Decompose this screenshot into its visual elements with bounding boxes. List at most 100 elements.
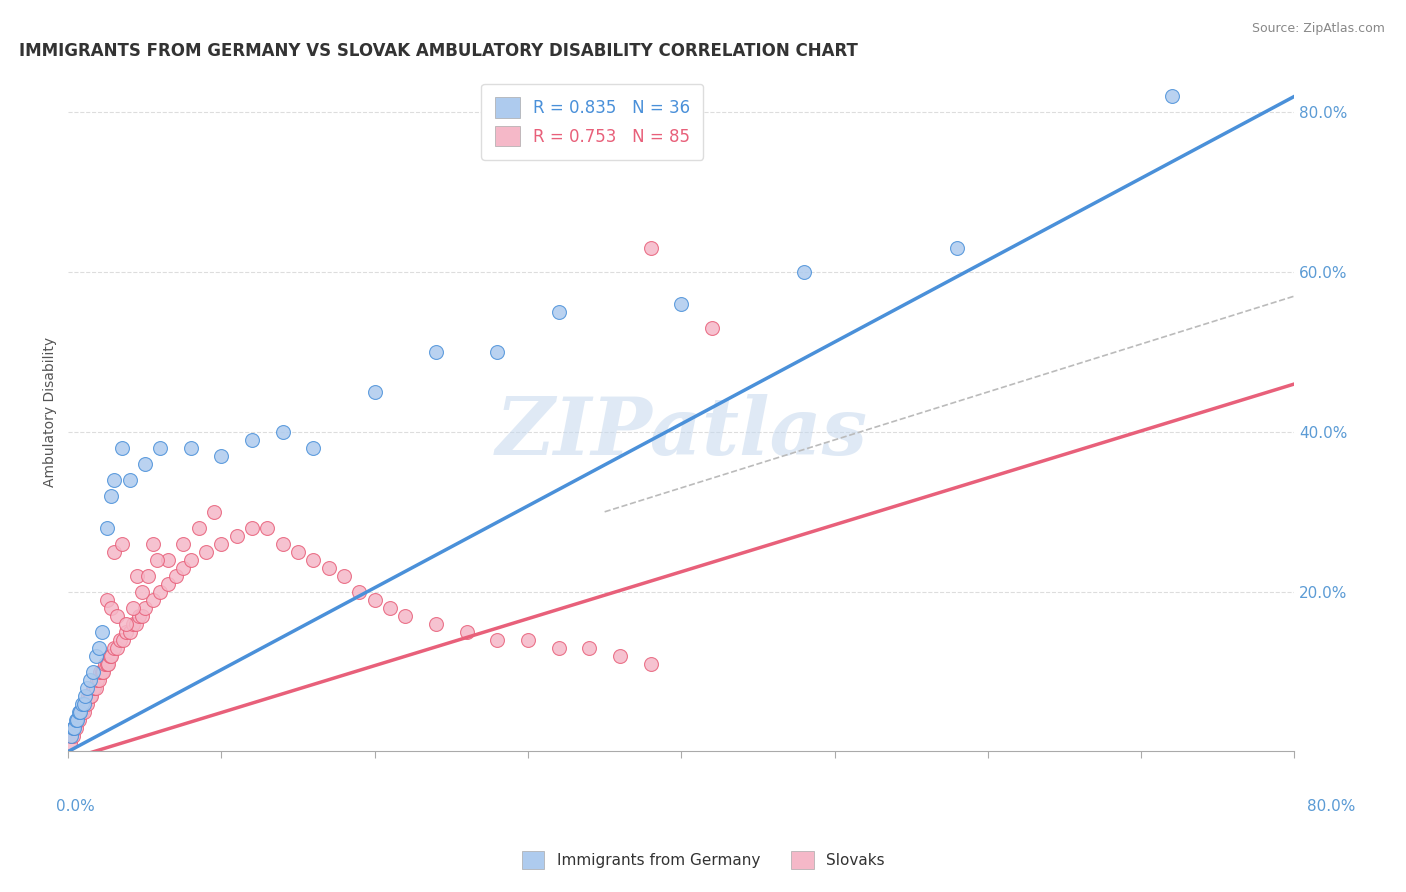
- Point: [640, 657, 662, 671]
- Point: [65, 713, 87, 727]
- Point: [302, 553, 325, 567]
- Point: [165, 568, 187, 582]
- Point: [172, 560, 194, 574]
- Point: [115, 616, 138, 631]
- Point: [195, 545, 218, 559]
- Text: IMMIGRANTS FROM GERMANY VS SLOVAK AMBULATORY DISABILITY CORRELATION CHART: IMMIGRANTS FROM GERMANY VS SLOVAK AMBULA…: [20, 42, 858, 60]
- Point: [115, 624, 138, 639]
- Point: [121, 616, 143, 631]
- Text: 80.0%: 80.0%: [1308, 799, 1355, 814]
- Point: [89, 665, 111, 679]
- Point: [547, 640, 569, 655]
- Point: [131, 608, 153, 623]
- Point: [271, 537, 294, 551]
- Point: [946, 241, 969, 255]
- Point: [67, 705, 90, 719]
- Point: [111, 441, 134, 455]
- Point: [172, 537, 194, 551]
- Point: [82, 665, 104, 679]
- Point: [127, 568, 149, 582]
- Point: [60, 729, 83, 743]
- Point: [98, 648, 121, 663]
- Point: [105, 608, 128, 623]
- Point: [72, 705, 94, 719]
- Point: [63, 721, 86, 735]
- Point: [547, 305, 569, 319]
- Point: [141, 592, 163, 607]
- Point: [141, 537, 163, 551]
- Point: [240, 433, 263, 447]
- Point: [349, 584, 371, 599]
- Point: [60, 729, 83, 743]
- Point: [70, 697, 93, 711]
- Point: [77, 689, 100, 703]
- Point: [202, 505, 225, 519]
- Point: [96, 592, 118, 607]
- Point: [83, 681, 105, 695]
- Point: [62, 721, 84, 735]
- Point: [76, 697, 98, 711]
- Point: [180, 441, 202, 455]
- Point: [180, 553, 202, 567]
- Point: [271, 425, 294, 439]
- Point: [287, 545, 309, 559]
- Point: [93, 665, 115, 679]
- Point: [211, 537, 233, 551]
- Point: [96, 657, 118, 671]
- Point: [84, 648, 107, 663]
- Point: [66, 713, 89, 727]
- Point: [136, 568, 159, 582]
- Text: Source: ZipAtlas.com: Source: ZipAtlas.com: [1251, 22, 1385, 36]
- Point: [225, 529, 247, 543]
- Point: [364, 592, 387, 607]
- Point: [100, 489, 122, 503]
- Point: [124, 616, 146, 631]
- Point: [609, 648, 631, 663]
- Point: [318, 560, 340, 574]
- Point: [671, 297, 693, 311]
- Point: [378, 600, 401, 615]
- Point: [333, 568, 356, 582]
- Point: [149, 584, 172, 599]
- Point: [91, 624, 114, 639]
- Point: [425, 345, 447, 359]
- Point: [187, 521, 209, 535]
- Point: [97, 657, 120, 671]
- Point: [517, 632, 540, 647]
- Point: [72, 697, 94, 711]
- Point: [62, 729, 84, 743]
- Point: [486, 632, 509, 647]
- Point: [456, 624, 478, 639]
- Point: [94, 657, 117, 671]
- Point: [82, 681, 104, 695]
- Point: [211, 449, 233, 463]
- Point: [67, 713, 90, 727]
- Legend: R = 0.835   N = 36, R = 0.753   N = 85: R = 0.835 N = 36, R = 0.753 N = 85: [481, 84, 703, 160]
- Point: [112, 632, 135, 647]
- Point: [70, 705, 93, 719]
- Point: [302, 441, 325, 455]
- Point: [121, 600, 143, 615]
- Point: [578, 640, 600, 655]
- Point: [134, 600, 156, 615]
- Point: [79, 689, 101, 703]
- Point: [700, 321, 723, 335]
- Point: [146, 553, 169, 567]
- Point: [96, 521, 118, 535]
- Point: [75, 697, 97, 711]
- Point: [75, 689, 97, 703]
- Point: [640, 241, 662, 255]
- Point: [110, 632, 132, 647]
- Point: [103, 545, 125, 559]
- Point: [156, 553, 179, 567]
- Point: [103, 473, 125, 487]
- Point: [149, 441, 172, 455]
- Point: [91, 665, 114, 679]
- Y-axis label: Ambulatory Disability: Ambulatory Disability: [44, 337, 58, 487]
- Point: [79, 673, 101, 687]
- Text: ZIPatlas: ZIPatlas: [495, 393, 868, 471]
- Point: [131, 584, 153, 599]
- Point: [103, 640, 125, 655]
- Point: [65, 721, 87, 735]
- Point: [87, 673, 110, 687]
